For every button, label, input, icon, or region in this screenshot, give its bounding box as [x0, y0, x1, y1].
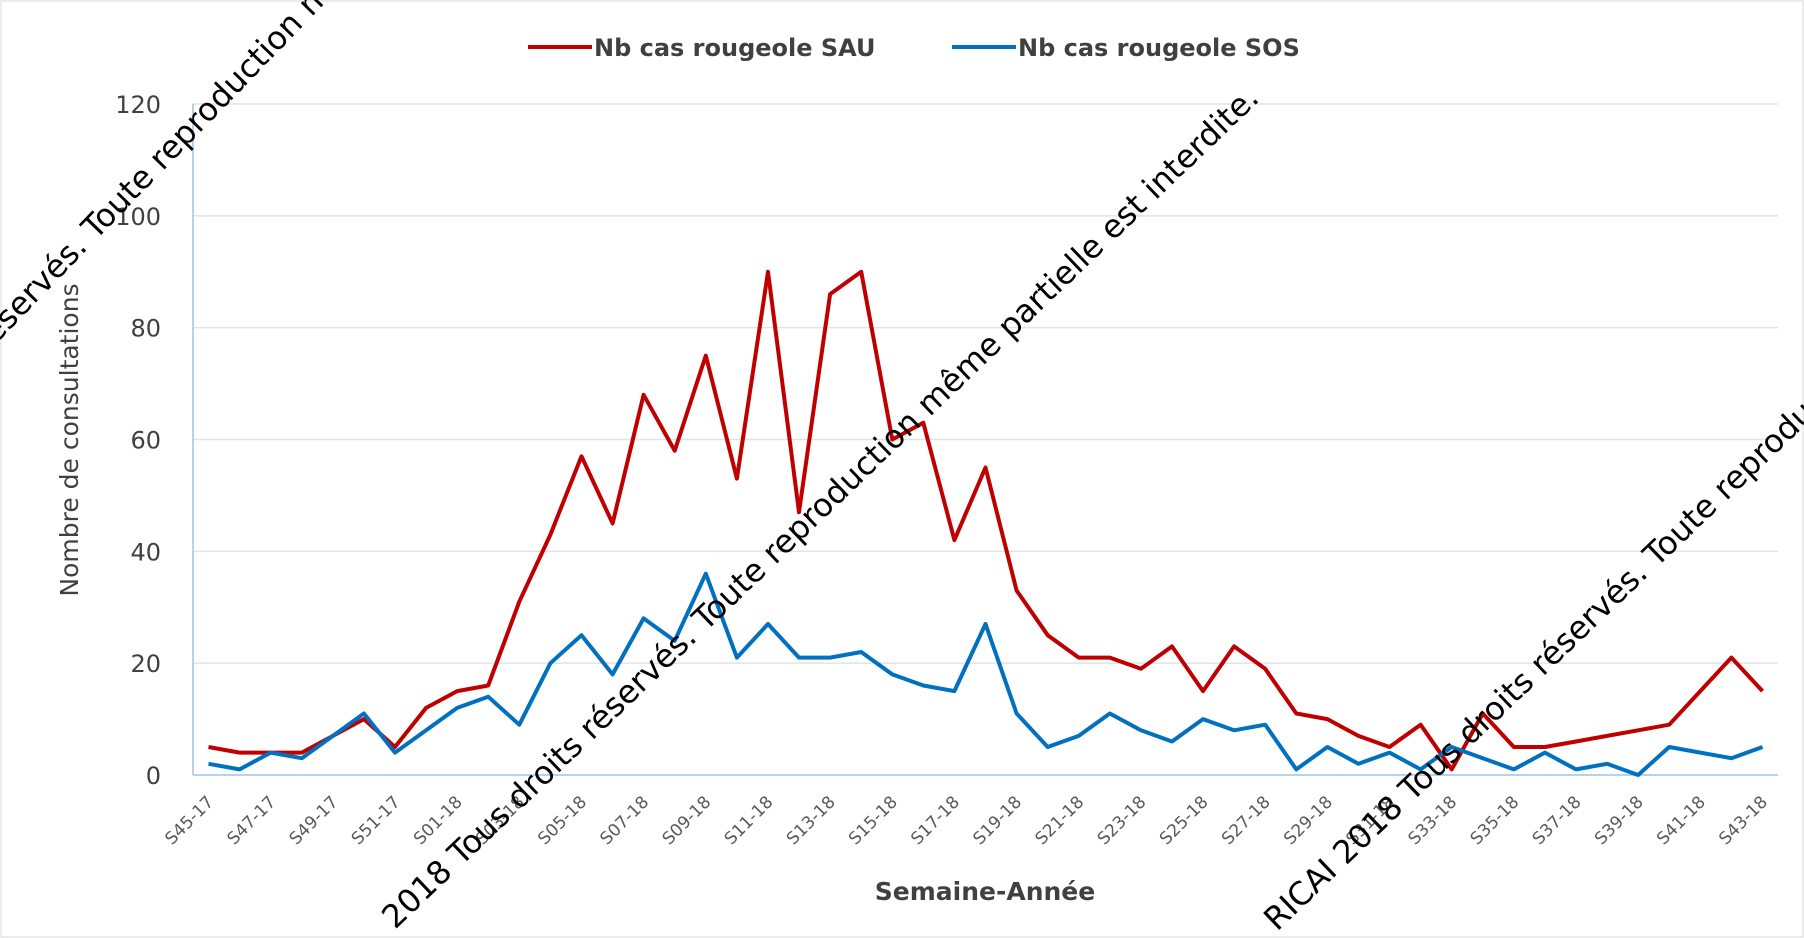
x-tick-label: S09-18 — [659, 792, 716, 849]
x-tick-label: S13-18 — [783, 792, 840, 849]
legend-label: Nb cas rougeole SOS — [1018, 34, 1300, 62]
y-axis-title: Nombre de consultations — [55, 283, 84, 596]
x-tick-label: S37-18 — [1529, 792, 1586, 849]
x-tick-label: S49-17 — [286, 792, 343, 849]
x-axis-title: Semaine-Année — [875, 877, 1095, 906]
x-tick-label: S19-18 — [969, 792, 1026, 849]
x-tick-label: S45-17 — [161, 792, 218, 849]
y-tick-label: 60 — [130, 427, 161, 455]
watermark: eservés. Toute reproduction m — [0, 0, 339, 351]
y-tick-label: 120 — [115, 91, 161, 119]
y-tick-label: 0 — [146, 762, 161, 790]
x-tick-label: S15-18 — [845, 792, 902, 849]
x-tick-label: S47-17 — [224, 792, 281, 849]
series-line — [208, 571, 1764, 777]
x-tick-label: S17-18 — [907, 792, 964, 849]
x-tick-label: S25-18 — [1156, 792, 1213, 849]
x-tick-label: S39-18 — [1591, 792, 1648, 849]
x-tick-label: S21-18 — [1032, 792, 1089, 849]
x-tick-label: S07-18 — [596, 792, 653, 849]
x-tick-label: S35-18 — [1467, 792, 1524, 849]
y-tick-label: 80 — [130, 315, 161, 343]
series-line — [208, 269, 1764, 772]
x-tick-label: S43-18 — [1715, 792, 1772, 849]
x-tick-label: S11-18 — [721, 792, 778, 849]
x-tick-label: S41-18 — [1653, 792, 1710, 849]
x-tick-label: S27-18 — [1218, 792, 1275, 849]
x-tick-label: S05-18 — [534, 792, 591, 849]
legend-label: Nb cas rougeole SAU — [594, 34, 876, 62]
y-tick-label: 100 — [115, 203, 161, 231]
x-tick-label: S51-17 — [348, 792, 405, 849]
x-tick-label: S23-18 — [1094, 792, 1151, 849]
y-tick-label: 20 — [130, 650, 161, 678]
watermark: RICAI 2018 Tous droits réservés. Toute r… — [1256, 381, 1804, 938]
y-tick-label: 40 — [130, 538, 161, 566]
